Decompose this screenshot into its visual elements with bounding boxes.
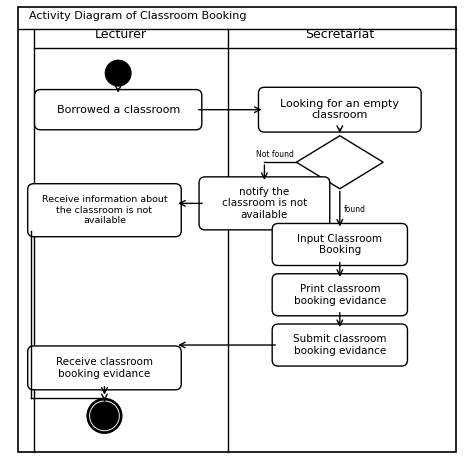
FancyBboxPatch shape (272, 274, 408, 316)
FancyBboxPatch shape (272, 324, 408, 366)
FancyBboxPatch shape (27, 346, 181, 390)
FancyBboxPatch shape (27, 184, 181, 237)
Text: notify the
classroom is not
available: notify the classroom is not available (222, 187, 307, 220)
FancyBboxPatch shape (18, 7, 456, 452)
Polygon shape (296, 136, 383, 189)
Text: Submit classroom
booking evidance: Submit classroom booking evidance (293, 334, 387, 356)
Text: Receive information about
the classroom is not
available: Receive information about the classroom … (42, 195, 167, 225)
Text: Lecturer: Lecturer (94, 28, 146, 41)
Circle shape (91, 402, 118, 430)
Text: Looking for an empty
classroom: Looking for an empty classroom (280, 99, 399, 121)
Text: Receive classroom
booking evidance: Receive classroom booking evidance (56, 357, 153, 379)
Text: Not found: Not found (256, 149, 294, 159)
Text: Print classroom
booking evidance: Print classroom booking evidance (294, 284, 386, 306)
Circle shape (105, 60, 131, 86)
Circle shape (90, 401, 119, 430)
Circle shape (87, 399, 122, 433)
FancyBboxPatch shape (199, 177, 330, 230)
FancyBboxPatch shape (258, 87, 421, 132)
Text: Input Classroom
Booking: Input Classroom Booking (297, 234, 383, 255)
Text: Activity Diagram of Classroom Booking: Activity Diagram of Classroom Booking (29, 11, 246, 21)
Text: Secretariat: Secretariat (305, 28, 374, 41)
FancyBboxPatch shape (35, 90, 202, 130)
Text: Borrowed a classroom: Borrowed a classroom (56, 105, 180, 115)
FancyBboxPatch shape (272, 223, 408, 266)
Text: found: found (344, 205, 365, 213)
